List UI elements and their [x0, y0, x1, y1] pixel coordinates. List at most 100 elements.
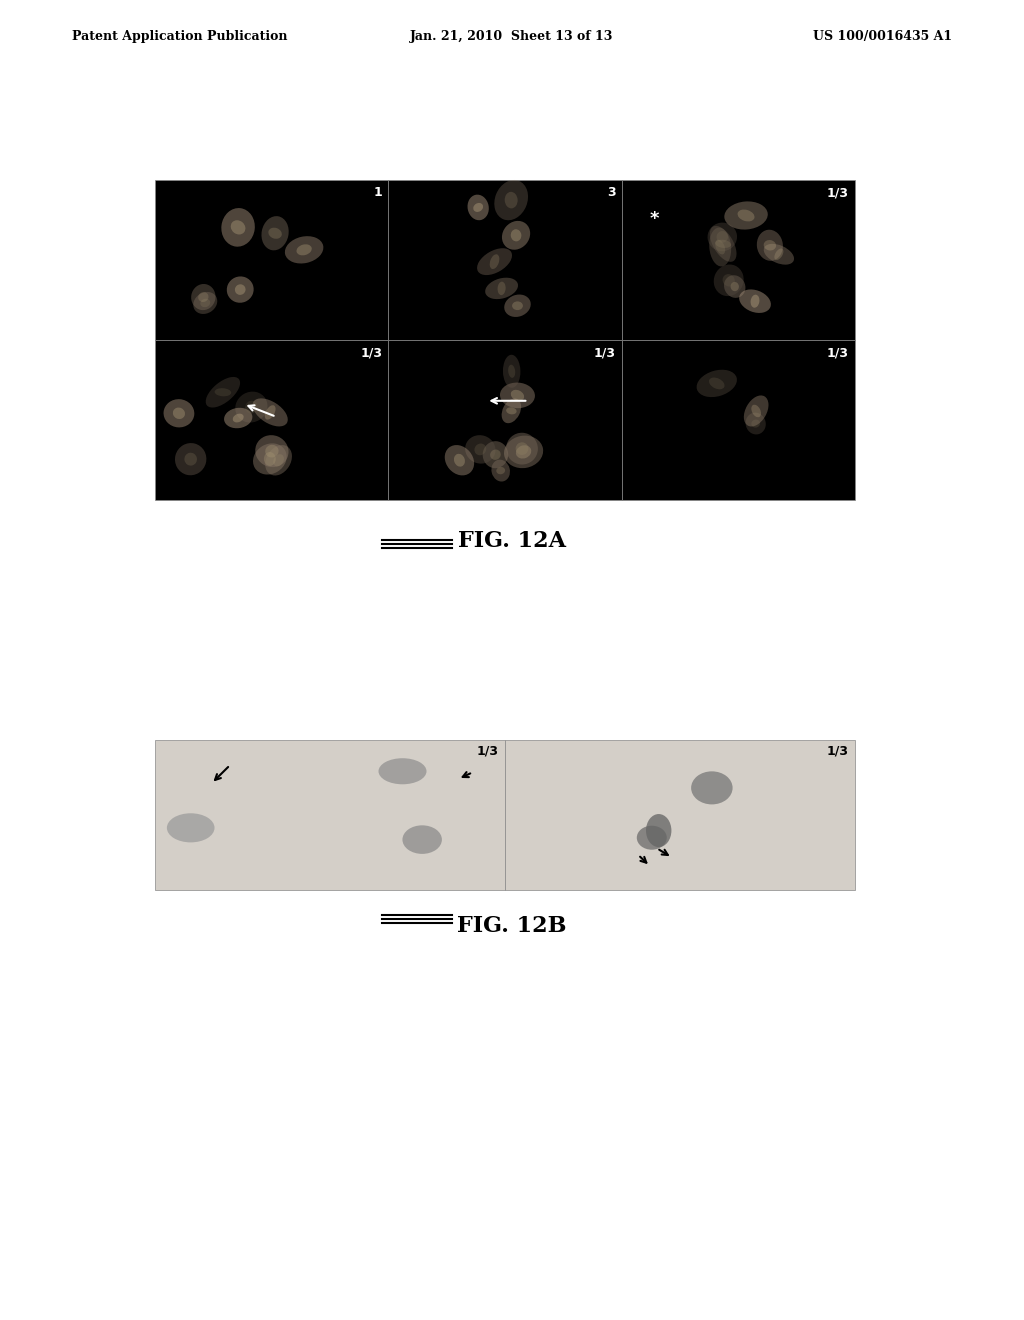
Bar — [155, 180, 388, 341]
Ellipse shape — [764, 244, 794, 264]
Ellipse shape — [477, 248, 512, 275]
Ellipse shape — [757, 230, 783, 261]
Ellipse shape — [234, 284, 246, 294]
Ellipse shape — [739, 289, 771, 313]
Ellipse shape — [474, 444, 486, 455]
Bar — [622, 180, 855, 341]
Ellipse shape — [709, 378, 725, 389]
Text: 3: 3 — [607, 186, 615, 199]
Ellipse shape — [724, 276, 745, 298]
Ellipse shape — [224, 408, 252, 428]
Ellipse shape — [173, 408, 185, 418]
Ellipse shape — [730, 282, 739, 292]
Text: US 100/0016435 A1: US 100/0016435 A1 — [813, 30, 952, 44]
Bar — [388, 180, 622, 341]
Ellipse shape — [265, 445, 292, 475]
Text: Jan. 21, 2010  Sheet 13 of 13: Jan. 21, 2010 Sheet 13 of 13 — [411, 30, 613, 44]
Ellipse shape — [232, 413, 244, 422]
Ellipse shape — [516, 445, 531, 458]
Ellipse shape — [498, 281, 506, 296]
Ellipse shape — [285, 236, 324, 264]
Ellipse shape — [737, 210, 755, 222]
Ellipse shape — [774, 248, 783, 260]
Ellipse shape — [473, 203, 483, 213]
Ellipse shape — [516, 442, 528, 455]
Ellipse shape — [508, 364, 515, 378]
Ellipse shape — [492, 459, 510, 482]
Bar — [388, 341, 622, 500]
Ellipse shape — [485, 277, 518, 300]
Ellipse shape — [221, 209, 255, 247]
Ellipse shape — [194, 292, 217, 314]
Ellipse shape — [504, 436, 543, 469]
Ellipse shape — [265, 405, 275, 420]
Bar — [505, 741, 855, 890]
Ellipse shape — [175, 444, 207, 475]
Text: *: * — [649, 210, 659, 228]
Ellipse shape — [253, 444, 287, 474]
Ellipse shape — [691, 771, 732, 804]
Ellipse shape — [402, 825, 442, 854]
Ellipse shape — [273, 454, 284, 466]
Ellipse shape — [444, 445, 474, 475]
Text: FIG. 12B: FIG. 12B — [458, 915, 566, 937]
Ellipse shape — [506, 408, 516, 414]
Text: 1/3: 1/3 — [360, 346, 382, 359]
Ellipse shape — [715, 240, 725, 255]
Ellipse shape — [261, 216, 289, 251]
Bar — [155, 341, 388, 500]
Ellipse shape — [752, 420, 760, 428]
Ellipse shape — [255, 436, 289, 467]
Ellipse shape — [502, 220, 530, 249]
Ellipse shape — [454, 454, 465, 467]
Ellipse shape — [265, 445, 279, 458]
Ellipse shape — [502, 399, 521, 424]
Ellipse shape — [297, 244, 311, 255]
Ellipse shape — [215, 388, 231, 396]
Ellipse shape — [752, 405, 761, 417]
Ellipse shape — [714, 264, 743, 296]
Ellipse shape — [253, 399, 288, 426]
Ellipse shape — [201, 298, 210, 308]
Ellipse shape — [710, 226, 736, 261]
Ellipse shape — [511, 389, 524, 401]
Ellipse shape — [743, 396, 768, 426]
Ellipse shape — [230, 220, 246, 235]
Ellipse shape — [511, 230, 521, 242]
Text: 1/3: 1/3 — [827, 744, 849, 756]
Ellipse shape — [504, 294, 530, 317]
Ellipse shape — [236, 392, 267, 422]
Ellipse shape — [637, 826, 667, 850]
Ellipse shape — [646, 814, 672, 847]
Ellipse shape — [245, 401, 258, 413]
Ellipse shape — [723, 275, 735, 286]
Ellipse shape — [696, 370, 737, 397]
Ellipse shape — [500, 383, 535, 408]
Ellipse shape — [497, 467, 505, 474]
Ellipse shape — [503, 355, 520, 388]
Ellipse shape — [379, 758, 427, 784]
Ellipse shape — [465, 436, 496, 463]
Text: 1/3: 1/3 — [827, 186, 849, 199]
Text: FIG. 12A: FIG. 12A — [458, 531, 566, 552]
Ellipse shape — [226, 276, 254, 302]
Ellipse shape — [495, 180, 528, 220]
Ellipse shape — [206, 378, 240, 408]
Ellipse shape — [724, 202, 768, 230]
Ellipse shape — [191, 284, 215, 310]
Ellipse shape — [468, 194, 488, 220]
Ellipse shape — [482, 441, 508, 469]
Ellipse shape — [490, 450, 501, 459]
Ellipse shape — [745, 413, 766, 434]
Ellipse shape — [505, 191, 518, 209]
Ellipse shape — [489, 255, 500, 269]
Ellipse shape — [512, 301, 523, 310]
Ellipse shape — [710, 227, 731, 267]
Ellipse shape — [264, 451, 275, 466]
Ellipse shape — [167, 813, 214, 842]
Bar — [622, 341, 855, 500]
Ellipse shape — [715, 240, 731, 248]
Text: Patent Application Publication: Patent Application Publication — [72, 30, 288, 44]
Ellipse shape — [268, 227, 282, 239]
Text: 1/3: 1/3 — [477, 744, 499, 756]
